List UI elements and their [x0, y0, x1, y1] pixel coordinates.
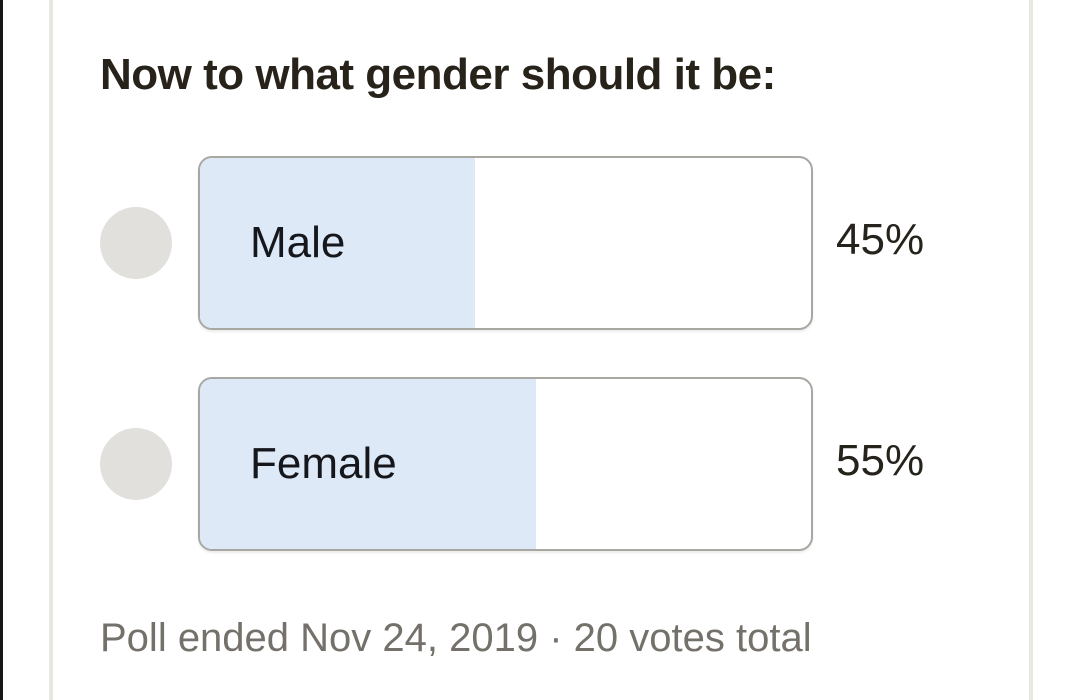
radio-icon[interactable] [100, 207, 172, 279]
poll-option-label: Female [250, 439, 397, 488]
poll-option-fill [200, 158, 475, 328]
poll-option-bar[interactable]: Male [198, 156, 813, 330]
poll-question: Now to what gender should it be: [100, 50, 776, 99]
poll-option-percent: 55% [836, 436, 925, 485]
right-column-divider [1029, 0, 1033, 700]
poll-status-text: Poll ended Nov 24, 2019 · 20 votes total [100, 616, 812, 660]
poll-option-percent: 45% [836, 215, 925, 264]
left-column-divider [49, 0, 53, 700]
poll-option-bar[interactable]: Female [198, 377, 813, 551]
left-edge-strip [0, 0, 3, 700]
poll-option-fill [200, 379, 537, 549]
poll-option-label: Male [250, 218, 346, 267]
radio-icon[interactable] [100, 428, 172, 500]
